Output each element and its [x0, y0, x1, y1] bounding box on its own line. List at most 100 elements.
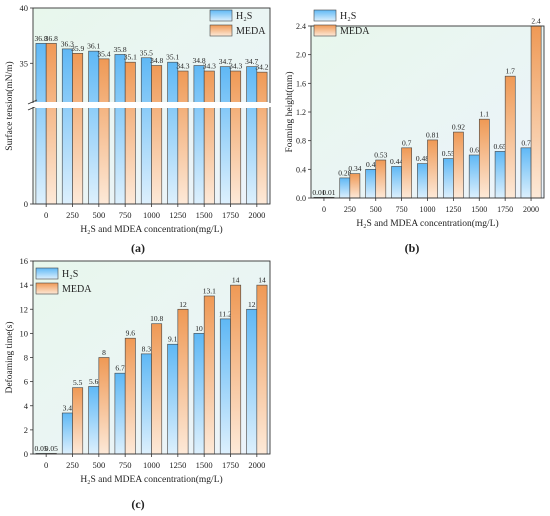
legend-swatch-meda — [35, 282, 59, 295]
data-label: 0.01 — [312, 188, 325, 197]
y-tick-label: 10 — [20, 328, 29, 338]
panel-c: 0 2 4 6 8 10 12 14 16 0.050.05 0 3.4 5.5 250 5.6 8 500 6.… — [4, 256, 271, 511]
bar-meda — [45, 43, 57, 205]
bar-h2s — [88, 50, 100, 205]
legend-swatch-meda — [313, 24, 337, 37]
x-tick-label: 2000 — [248, 460, 265, 470]
bar-h2s — [140, 353, 152, 455]
x-tick-label: 250 — [66, 460, 79, 470]
x-axis-label: H₂S and MDEA concentration(mg/L) — [80, 224, 222, 235]
y-tick-label: 2.0 — [296, 51, 306, 60]
data-label: 35.4 — [97, 49, 110, 58]
x-tick-label: 1500 — [196, 210, 213, 220]
data-label: 0.7 — [402, 138, 412, 147]
y-tick-label: 0.8 — [296, 137, 306, 146]
bar-h2s — [61, 412, 73, 455]
bar-h2s — [520, 147, 532, 199]
bar-h2s — [468, 154, 480, 199]
bar-h2s — [494, 151, 506, 199]
bar-meda — [151, 323, 163, 455]
data-label: 0.6 — [470, 146, 480, 155]
bar-h2s — [219, 318, 231, 455]
axis-break-cover — [32, 103, 271, 107]
bar-meda — [453, 131, 464, 199]
bar-meda — [349, 173, 361, 199]
y-tick-label: 12 — [20, 304, 29, 314]
bar-h2s — [167, 343, 179, 455]
legend-label: H₂S — [236, 11, 252, 22]
y-tick-label: 0.4 — [296, 165, 306, 174]
bar-h2s — [35, 43, 47, 205]
data-label: 0.65 — [494, 142, 507, 151]
bar-meda — [177, 70, 189, 205]
panel-b: 0.0 0.4 0.8 1.2 1.6 2.0 2.4 0.010.01 0 0.280.34 25… — [284, 9, 545, 255]
data-label: 1.1 — [480, 110, 490, 119]
data-label: 35.1 — [124, 53, 137, 62]
data-label: 1.7 — [506, 67, 516, 76]
data-label: 34.2 — [255, 63, 268, 72]
x-tick-label: 500 — [92, 460, 105, 470]
panel-label: (a) — [131, 241, 145, 255]
bar-h2s — [167, 61, 179, 205]
bar-h2s — [417, 163, 428, 199]
bar-h2s — [365, 169, 377, 199]
data-label: 9.1 — [168, 335, 178, 344]
data-label: 0.81 — [426, 130, 439, 139]
data-label: 35.9 — [71, 44, 84, 53]
data-label: 11.2 — [219, 309, 232, 318]
data-label: 0.48 — [416, 154, 429, 163]
bar-h2s — [246, 66, 258, 205]
x-tick-label: 0 — [322, 205, 326, 214]
plot-frame — [32, 260, 271, 455]
x-tick-label: 1750 — [222, 460, 239, 470]
bar-h2s — [442, 158, 454, 199]
x-tick-label: 2000 — [248, 210, 265, 220]
bar-meda — [230, 284, 242, 455]
bar-meda — [72, 53, 84, 205]
data-label: 34.7 — [245, 57, 258, 66]
data-label: 0.34 — [348, 164, 361, 173]
panel-a: 0 35 40 36.836.8 0 36.335.9 250 36.135.4 500 35.8… — [4, 3, 271, 255]
x-tick-label: 2000 — [523, 205, 539, 214]
data-label: 2.4 — [531, 17, 541, 26]
x-tick-label: 1750 — [497, 205, 513, 214]
bar-meda — [256, 284, 268, 455]
y-axis-label: Foaming height(mm) — [284, 71, 295, 152]
x-tick-label: 500 — [370, 205, 382, 214]
x-tick-label: 500 — [92, 210, 105, 220]
bar-meda — [98, 357, 110, 455]
data-label: 0.05 — [34, 444, 47, 453]
x-tick-label: 750 — [396, 205, 408, 214]
bar-meda — [427, 139, 438, 199]
data-label: 34.3 — [229, 62, 242, 71]
x-tick-label: 1000 — [143, 210, 160, 220]
bar-meda — [177, 308, 189, 455]
x-tick-label: 1250 — [169, 210, 186, 220]
y-tick-label: 4 — [24, 401, 29, 411]
x-tick-label: 1750 — [222, 210, 239, 220]
data-label: 0.55 — [442, 149, 455, 158]
legend-swatch-h2s — [313, 9, 337, 22]
y-tick-label: 2.4 — [296, 22, 306, 31]
data-label: 36.8 — [45, 34, 58, 43]
data-label: 0.05 — [45, 444, 58, 453]
bar-h2s — [140, 57, 152, 205]
legend-swatch-h2s — [35, 267, 59, 280]
data-label: 34.7 — [219, 57, 232, 66]
bar-meda — [98, 58, 110, 205]
legend-label: MEDA — [340, 26, 370, 37]
bar-meda — [530, 25, 542, 199]
bar-meda — [230, 70, 242, 205]
data-label: 34.8 — [192, 56, 205, 65]
data-label: 3.4 — [63, 403, 73, 412]
data-label: 36.8 — [34, 34, 47, 43]
y-axis-label: Surface tension(mN/m) — [4, 61, 15, 150]
data-label: 34.8 — [150, 56, 163, 65]
y-tick-label: 40 — [20, 3, 29, 13]
data-label: 34.3 — [203, 62, 216, 71]
panel-label: (c) — [131, 497, 144, 511]
data-label: 0.01 — [322, 188, 335, 197]
bar-h2s — [61, 48, 73, 205]
data-label: 10 — [195, 324, 203, 333]
